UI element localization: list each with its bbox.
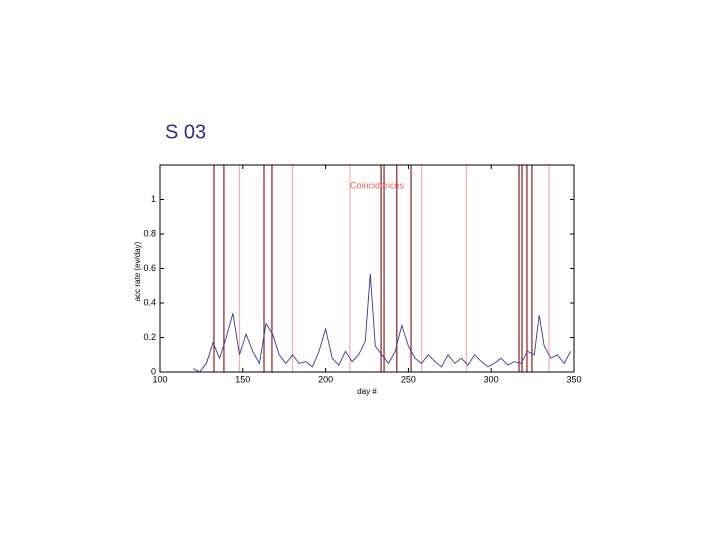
y-tick-label: 0.4 (143, 297, 156, 307)
y-tick-label: 1 (151, 194, 156, 204)
x-tick-label: 300 (484, 374, 499, 384)
y-tick-label: 0 (151, 366, 156, 376)
x-tick-label: 250 (401, 374, 416, 384)
x-tick-label: 150 (235, 374, 250, 384)
x-tick-label: 350 (566, 374, 581, 384)
chart: Coincidences 0 0.2 0.4 0.6 0.8 1 100 150 200 250 30… (133, 164, 582, 396)
slide-title: S 03 (165, 121, 206, 143)
x-tick-label: 200 (318, 374, 333, 384)
data-line (192, 273, 572, 373)
plot-area (160, 165, 574, 372)
y-axis-label: acc rate (ev/day) (133, 241, 142, 301)
y-tick-label: 0.6 (143, 263, 156, 273)
x-axis-label: day # (357, 387, 377, 396)
y-tick-label: 0.8 (143, 228, 156, 238)
y-tick-label: 0.2 (143, 332, 156, 342)
x-tick-label: 100 (152, 374, 167, 384)
annotation: Coincidences (350, 180, 405, 190)
